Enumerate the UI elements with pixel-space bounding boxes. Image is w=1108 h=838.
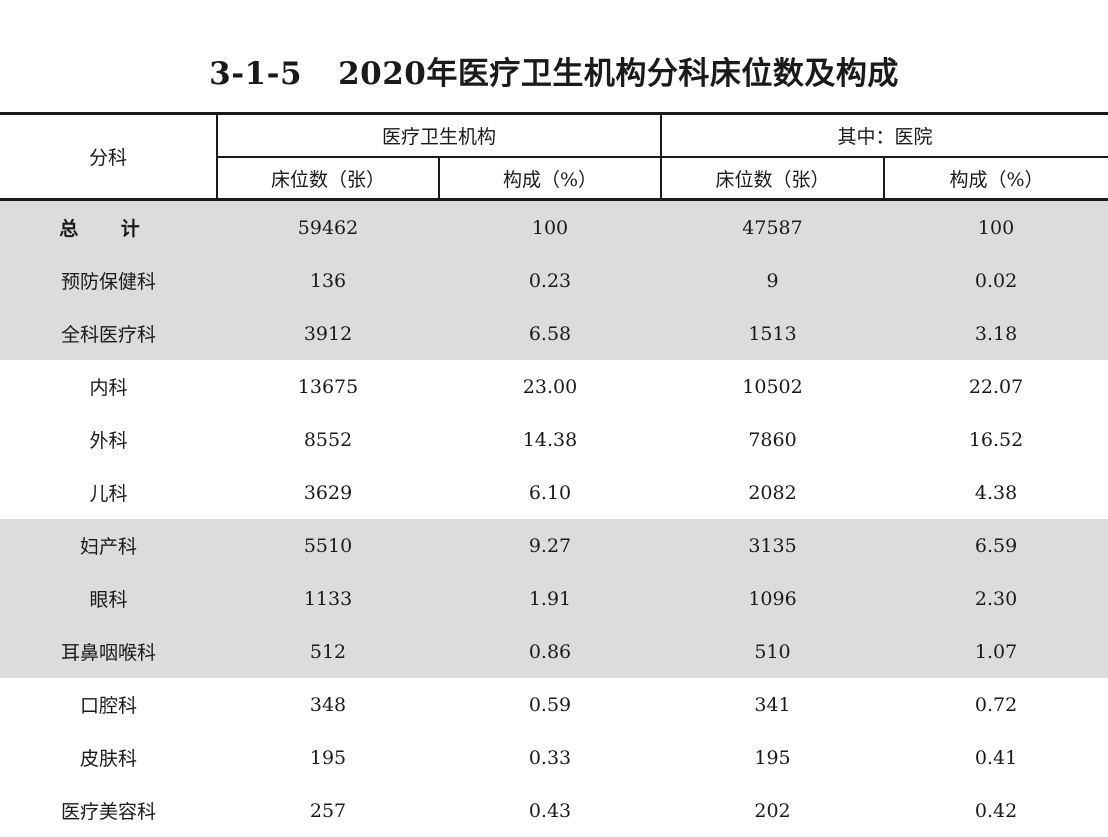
table-row: 内科 13675 23.00 10502 22.07 [0, 360, 1108, 413]
row-label: 外科 [89, 430, 128, 452]
cell-hospital-beds: 7860 [748, 428, 797, 451]
row-label: 口腔科 [79, 695, 137, 717]
header-pct-hospitals: 构成（%） [884, 157, 1108, 201]
cell-hospital-beds: 195 [754, 746, 791, 769]
row-label: 医疗美容科 [0, 784, 217, 838]
table-row: 眼科 1133 1.91 1096 2.30 [0, 572, 1108, 625]
table-row: 耳鼻咽喉科 512 0.86 510 1.07 [0, 625, 1108, 678]
cell-pct: 0.23 [439, 254, 662, 307]
header-pct-institutions: 构成（%） [439, 157, 663, 201]
row-label: 眼科 [0, 572, 217, 625]
cell-beds: 257 [217, 784, 439, 838]
cell-hospital-pct: 0.02 [884, 254, 1108, 307]
cell-hospital-pct: 22.07 [968, 375, 1024, 398]
cell-hospital-beds: 3135 [661, 519, 885, 572]
department-beds-table: 分科 医疗卫生机构 其中：医院 床位数（张） 构成（%） 床位数（张） 构成（%… [0, 112, 1108, 838]
cell-hospital-pct: 2.30 [884, 572, 1108, 625]
cell-hospital-beds: 10502 [742, 375, 803, 398]
cell-hospital-beds: 1513 [661, 307, 885, 360]
row-label: 耳鼻咽喉科 [0, 625, 217, 678]
cell-beds: 3912 [217, 307, 439, 360]
cell-pct: 6.10 [528, 481, 572, 504]
cell-hospital-beds: 510 [661, 625, 885, 678]
table-row: 妇产科 5510 9.27 3135 6.59 [0, 519, 1108, 572]
cell-hospital-beds: 2082 [748, 481, 797, 504]
table-row: 儿科 3629 6.10 2082 4.38 [0, 466, 1108, 519]
cell-hospital-pct: 100 [884, 199, 1108, 254]
cell-hospital-pct: 0.41 [974, 746, 1018, 769]
header-beds-hospitals: 床位数（张） [661, 157, 886, 201]
cell-pct: 0.33 [528, 746, 572, 769]
cell-beds: 512 [217, 625, 439, 678]
header-group-medical-institutions: 医疗卫生机构 [217, 112, 663, 158]
cell-beds: 8552 [303, 428, 353, 451]
cell-hospital-beds: 47587 [661, 199, 885, 254]
page-title: 3-1-5 2020年医疗卫生机构分科床位数及构成 [0, 48, 1108, 93]
cell-pct: 1.91 [439, 572, 662, 625]
cell-hospital-pct: 0.72 [974, 693, 1018, 716]
table-row: 总 计 59462 100 47587 100 [0, 199, 1108, 254]
cell-beds: 195 [309, 746, 347, 769]
row-label: 儿科 [89, 483, 128, 505]
cell-pct: 0.59 [528, 693, 572, 716]
row-label: 妇产科 [0, 519, 217, 572]
cell-pct: 0.86 [439, 625, 662, 678]
header-beds-institutions: 床位数（张） [217, 157, 440, 201]
cell-hospital-beds: 341 [754, 693, 791, 716]
cell-beds: 136 [217, 254, 439, 307]
cell-hospital-beds: 9 [661, 254, 885, 307]
cell-beds: 1133 [217, 572, 439, 625]
cell-hospital-pct: 1.07 [884, 625, 1108, 678]
cell-hospital-pct: 4.38 [974, 481, 1018, 504]
row-label: 内科 [89, 377, 128, 399]
cell-beds: 13675 [297, 375, 359, 398]
table-number: 3-1-5 [209, 56, 303, 92]
row-label: 预防保健科 [0, 254, 217, 307]
cell-hospital-pct: 16.52 [968, 428, 1024, 451]
row-label: 总 计 [0, 199, 217, 254]
row-label: 皮肤科 [79, 748, 137, 770]
cell-beds: 59462 [217, 199, 439, 254]
cell-hospital-pct: 0.42 [884, 784, 1108, 838]
cell-pct: 23.00 [522, 375, 578, 398]
cell-beds: 348 [309, 693, 347, 716]
table-row: 预防保健科 136 0.23 9 0.02 [0, 254, 1108, 307]
table-row: 全科医疗科 3912 6.58 1513 3.18 [0, 307, 1108, 360]
cell-hospital-beds: 202 [661, 784, 885, 838]
cell-pct: 9.27 [439, 519, 662, 572]
table-row: 口腔科 348 0.59 341 0.72 [0, 678, 1108, 731]
cell-beds: 3629 [303, 481, 353, 504]
cell-hospital-pct: 3.18 [884, 307, 1108, 360]
header-department: 分科 [0, 112, 218, 201]
table-row: 医疗美容科 257 0.43 202 0.42 [0, 784, 1108, 838]
cell-hospital-beds: 1096 [661, 572, 885, 625]
cell-pct: 100 [439, 199, 662, 254]
row-label: 全科医疗科 [0, 307, 217, 360]
header-group-hospitals: 其中：医院 [661, 112, 1108, 158]
cell-pct: 0.43 [439, 784, 662, 838]
cell-hospital-pct: 6.59 [884, 519, 1108, 572]
cell-pct: 6.58 [439, 307, 662, 360]
cell-pct: 14.38 [522, 428, 578, 451]
table-row: 外科 8552 14.38 7860 16.52 [0, 413, 1108, 466]
table-row: 皮肤科 195 0.33 195 0.41 [0, 731, 1108, 784]
cell-beds: 5510 [217, 519, 439, 572]
table-title: 2020年医疗卫生机构分科床位数及构成 [338, 56, 899, 92]
